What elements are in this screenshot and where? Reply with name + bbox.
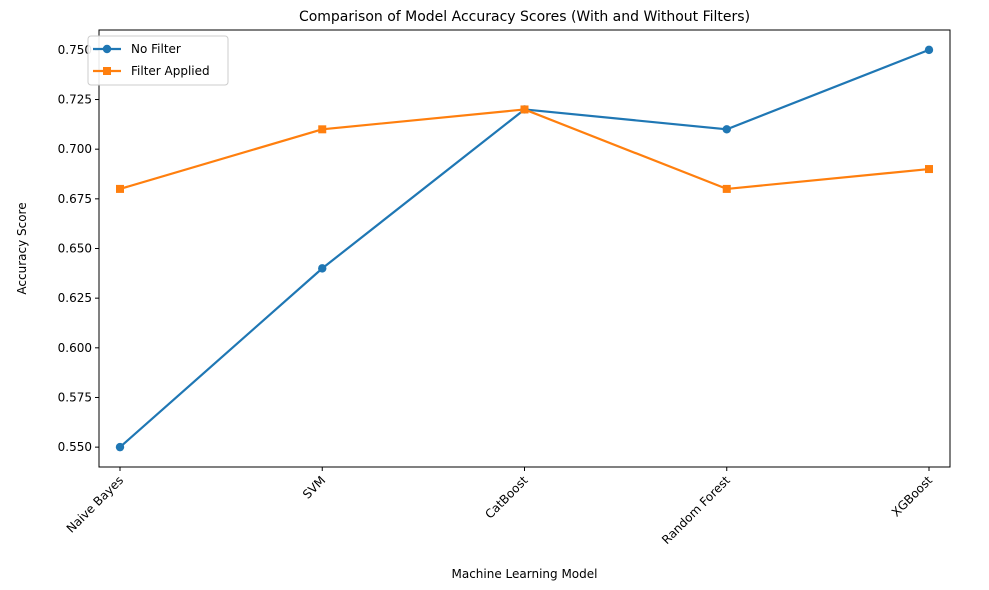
x-tick-label: Random Forest [659,473,733,547]
y-tick-label: 0.700 [58,142,92,156]
x-tick-label: CatBoost [482,473,531,522]
x-tick-label: XGBoost [889,473,935,519]
data-point [318,125,327,134]
plot-series [115,45,934,452]
x-axis-title: Machine Learning Model [452,567,598,581]
y-tick-label: 0.675 [58,192,92,206]
legend-item: Filter Applied [93,64,210,78]
legend-item: No Filter [93,42,181,56]
y-tick-label: 0.625 [58,291,92,305]
legend-label: No Filter [131,42,181,56]
plot-area-frame [98,29,951,468]
x-tick-label: SVM [300,473,328,501]
data-point [115,442,125,452]
data-point [520,105,529,114]
data-point [116,184,124,193]
y-tick-label: 0.725 [58,93,92,107]
y-tick-label: 0.750 [58,43,92,57]
data-point [925,165,933,174]
y-axis-title: Accuracy Score [15,202,29,294]
y-tick-label: 0.575 [58,390,92,404]
series-line [119,108,930,191]
data-point [722,125,731,134]
y-tick-label: 0.600 [58,341,92,355]
legend: No Filter Filter Applied [87,35,229,86]
legend-marker [103,67,111,75]
series-2 [116,105,933,193]
y-tick-label: 0.550 [58,440,92,454]
x-axis: Naive Bayes SVM CatBoost Random Forest XGBoo… [64,467,935,547]
legend-box [87,35,229,86]
data-point [722,184,731,193]
legend-marker [102,44,112,54]
data-point [924,45,934,55]
y-axis: 0.550 0.575 0.600 0.625 0.650 0.675 0.700 0.725… [58,43,99,454]
legend-label: Filter Applied [131,64,210,78]
y-tick-label: 0.650 [58,242,92,256]
data-point [318,264,327,273]
x-tick-label: Naive Bayes [64,473,126,535]
chart-title: Comparison of Model Accuracy Scores (Wit… [299,9,750,25]
